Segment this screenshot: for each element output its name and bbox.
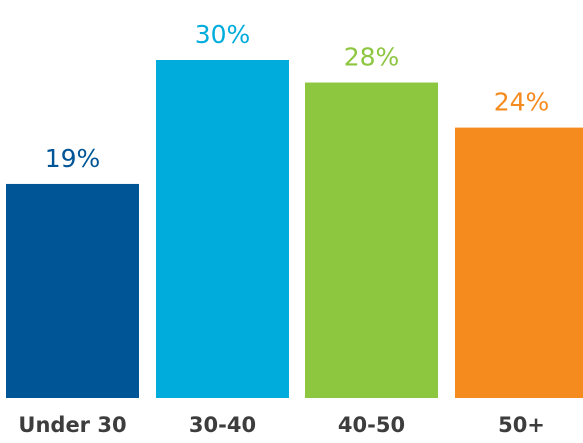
category-label-1: Under 30	[18, 413, 126, 437]
bar-1	[6, 183, 139, 398]
category-label-4: 50+	[498, 413, 545, 437]
bar-3	[305, 82, 438, 399]
value-label-2: 30%	[195, 20, 251, 49]
category-label-2: 30-40	[189, 413, 256, 437]
value-label-4: 24%	[494, 88, 550, 117]
bar-4	[455, 127, 583, 398]
category-label-3: 40-50	[338, 413, 405, 437]
value-label-1: 19%	[45, 144, 101, 173]
bar-2	[156, 60, 289, 398]
value-label-3: 28%	[344, 43, 400, 72]
